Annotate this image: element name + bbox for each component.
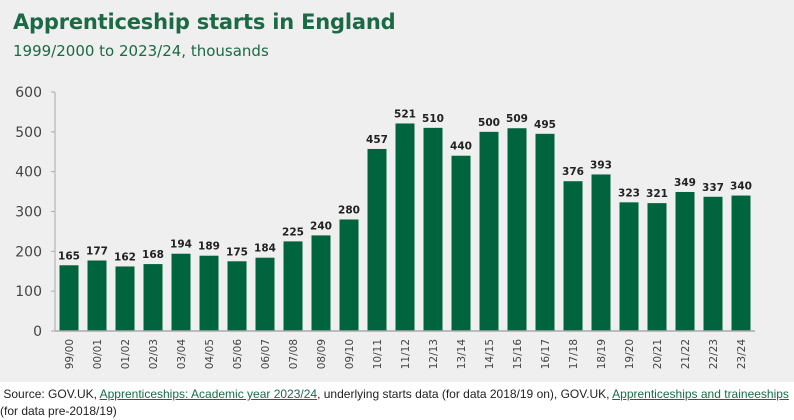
x-tick-label: 00/01 bbox=[92, 339, 104, 369]
x-tick-label: 16/17 bbox=[540, 339, 552, 369]
source-link-traineeships[interactable]: Apprenticeships and traineeships bbox=[612, 387, 789, 401]
bar bbox=[199, 255, 219, 331]
bar bbox=[731, 195, 751, 331]
bar bbox=[311, 235, 331, 331]
x-tick-label: 21/22 bbox=[680, 339, 692, 369]
x-tick-label: 19/20 bbox=[624, 339, 636, 369]
data-label: 337 bbox=[702, 182, 724, 194]
x-tick-label: 17/18 bbox=[568, 339, 580, 369]
x-tick-label: 08/09 bbox=[316, 339, 328, 369]
x-tick-label: 02/03 bbox=[148, 339, 160, 369]
bar bbox=[339, 219, 359, 331]
source-link-academic-year[interactable]: Apprenticeships: Academic year 2023/24 bbox=[99, 387, 318, 401]
bar bbox=[619, 202, 639, 331]
y-tick-label: 400 bbox=[15, 165, 42, 181]
source-prefix: Source: GOV.UK, bbox=[3, 387, 100, 401]
y-tick-label: 500 bbox=[15, 125, 42, 141]
data-label: 321 bbox=[646, 188, 668, 200]
x-tick-label: 07/08 bbox=[288, 339, 300, 369]
data-label: 177 bbox=[86, 245, 108, 257]
x-tick-label: 01/02 bbox=[120, 339, 132, 369]
x-tick-label: 14/15 bbox=[484, 339, 496, 369]
bar bbox=[563, 181, 583, 331]
x-tick-label: 12/13 bbox=[428, 339, 440, 369]
data-label: 393 bbox=[590, 159, 612, 171]
bar bbox=[703, 196, 723, 331]
bar bbox=[283, 241, 303, 331]
x-tick-label: 22/23 bbox=[708, 339, 720, 369]
data-label: 189 bbox=[198, 241, 220, 253]
data-label: 168 bbox=[142, 249, 164, 261]
data-label: 440 bbox=[450, 141, 472, 153]
bar bbox=[171, 253, 191, 331]
data-label: 457 bbox=[366, 134, 388, 146]
y-tick-label: 300 bbox=[15, 205, 42, 221]
bar bbox=[87, 260, 107, 331]
data-label: 184 bbox=[254, 243, 276, 255]
y-tick-label: 200 bbox=[15, 244, 42, 260]
chart-title: Apprenticeship starts in England bbox=[13, 10, 396, 34]
y-tick-label: 600 bbox=[15, 85, 42, 101]
x-tick-label: 06/07 bbox=[260, 339, 272, 369]
x-tick-label: 09/10 bbox=[344, 339, 356, 369]
data-label: 225 bbox=[282, 226, 304, 238]
data-label: 495 bbox=[534, 119, 556, 131]
y-tick-label: 0 bbox=[33, 324, 42, 340]
data-label: 165 bbox=[58, 250, 80, 262]
bar bbox=[423, 127, 443, 331]
x-tick-label: 13/14 bbox=[456, 339, 468, 370]
bar bbox=[535, 133, 555, 331]
data-label: 323 bbox=[618, 187, 640, 199]
data-label: 509 bbox=[506, 113, 528, 125]
data-label: 240 bbox=[310, 220, 332, 232]
bar bbox=[647, 203, 667, 331]
bar bbox=[367, 148, 387, 331]
data-label: 194 bbox=[170, 239, 192, 251]
bar bbox=[115, 266, 135, 331]
data-label: 376 bbox=[562, 166, 584, 178]
data-label: 510 bbox=[422, 113, 444, 125]
x-tick-label: 05/06 bbox=[232, 339, 244, 370]
bar bbox=[143, 264, 163, 331]
x-tick-label: 15/16 bbox=[512, 339, 524, 370]
bar bbox=[479, 131, 499, 331]
bar bbox=[59, 265, 79, 331]
x-tick-label: 20/21 bbox=[652, 339, 664, 369]
x-tick-label: 04/05 bbox=[204, 339, 216, 369]
x-tick-label: 03/04 bbox=[176, 339, 188, 370]
bar bbox=[255, 257, 275, 331]
bar bbox=[395, 123, 415, 332]
source-note: Source: GOV.UK, Apprenticeships: Academi… bbox=[0, 386, 794, 420]
source-middle: , underlying starts data (for data 2018/… bbox=[317, 387, 613, 401]
data-label: 175 bbox=[226, 246, 248, 258]
data-label: 521 bbox=[394, 108, 416, 120]
data-label: 280 bbox=[338, 204, 360, 216]
bar-chart: 0 100 200 300 400 500 600 165 99/00 177 00/01 162 01… bbox=[15, 85, 755, 370]
data-label: 500 bbox=[478, 117, 500, 129]
x-tick-label: 18/19 bbox=[596, 339, 608, 369]
source-suffix: (for data pre-2018/19) bbox=[0, 404, 117, 418]
x-tick-label: 23/24 bbox=[736, 339, 748, 370]
data-label: 340 bbox=[730, 181, 752, 193]
data-label: 162 bbox=[114, 251, 136, 263]
bar bbox=[451, 155, 471, 331]
bar bbox=[591, 174, 611, 331]
y-tick-label: 100 bbox=[15, 284, 42, 300]
x-tick-label: 10/11 bbox=[372, 339, 384, 369]
bar bbox=[675, 191, 695, 331]
chart-subtitle: 1999/2000 to 2023/24, thousands bbox=[13, 42, 269, 60]
bar bbox=[507, 128, 527, 331]
x-tick-label: 99/00 bbox=[64, 339, 76, 369]
bar bbox=[227, 261, 247, 331]
x-tick-label: 11/12 bbox=[400, 339, 412, 369]
data-label: 349 bbox=[674, 177, 696, 189]
